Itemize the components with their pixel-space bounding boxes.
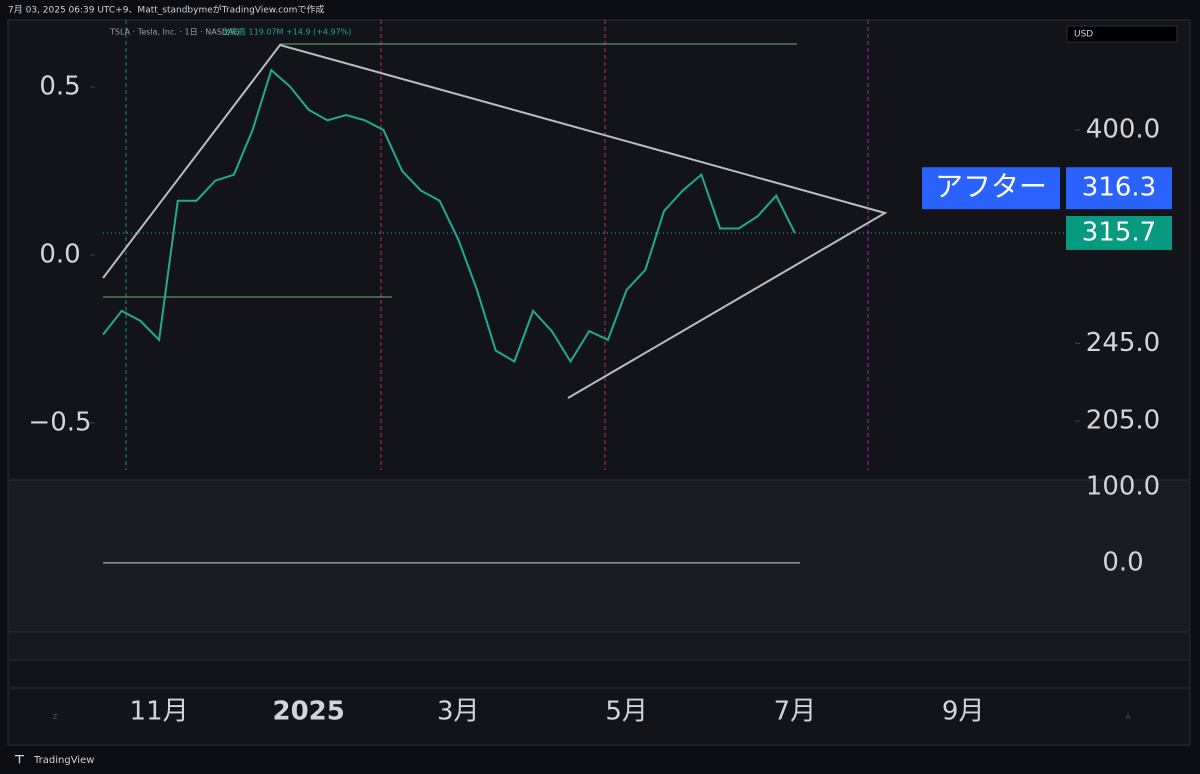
y2-tick-label: −0.5 (28, 407, 91, 437)
price-line (102, 68, 796, 364)
y-tick-label: 205.0 (1086, 405, 1160, 435)
currency-box[interactable] (1066, 25, 1178, 43)
after-label-box (922, 167, 1060, 210)
symbol-info: TSLA · Tesla, Inc. · 1日 · NASDAQ (109, 28, 239, 37)
brand: TradingView (33, 755, 94, 766)
empty-pane (9, 633, 1189, 659)
after-label: アフター (935, 170, 1047, 203)
triangle-drawing (102, 43, 888, 399)
x-tick-label: 11月 (130, 697, 189, 727)
x-tick-label: 5月 (605, 697, 648, 727)
currency[interactable]: USD (1074, 30, 1093, 40)
macd-tick-label: 100.0 (1086, 471, 1160, 501)
header: 7月 03, 2025 06:39 UTC+9、Matt_standbymeがT… (8, 4, 324, 16)
brand-logo: ⊤ (14, 753, 25, 767)
y-tick-label: 245.0 (1086, 328, 1160, 358)
x-tick-label: 9月 (942, 697, 985, 727)
x-tick-label: 2025 (273, 697, 345, 727)
y2-tick-label: 0.5 (39, 72, 80, 102)
x-tick-label: 7月 (774, 697, 817, 727)
after-price-label: 316.3 (1082, 173, 1156, 203)
last-price-box (1066, 216, 1172, 251)
corner-button[interactable]: Z (53, 713, 58, 721)
y-tick-label: 400.0 (1086, 114, 1160, 144)
x-tick-label: 3月 (437, 697, 480, 727)
macd-pane (9, 480, 1189, 632)
last-price-label: 315.7 (1082, 218, 1156, 248)
corner-button[interactable]: A (1126, 713, 1131, 721)
after-price-box (1066, 167, 1172, 210)
y2-tick-label: 0.0 (39, 240, 80, 270)
volume-info: 出来高 119.07M +14.9 (+4.97%) (222, 27, 351, 37)
macd-tick-label: 0.0 (1102, 547, 1143, 577)
